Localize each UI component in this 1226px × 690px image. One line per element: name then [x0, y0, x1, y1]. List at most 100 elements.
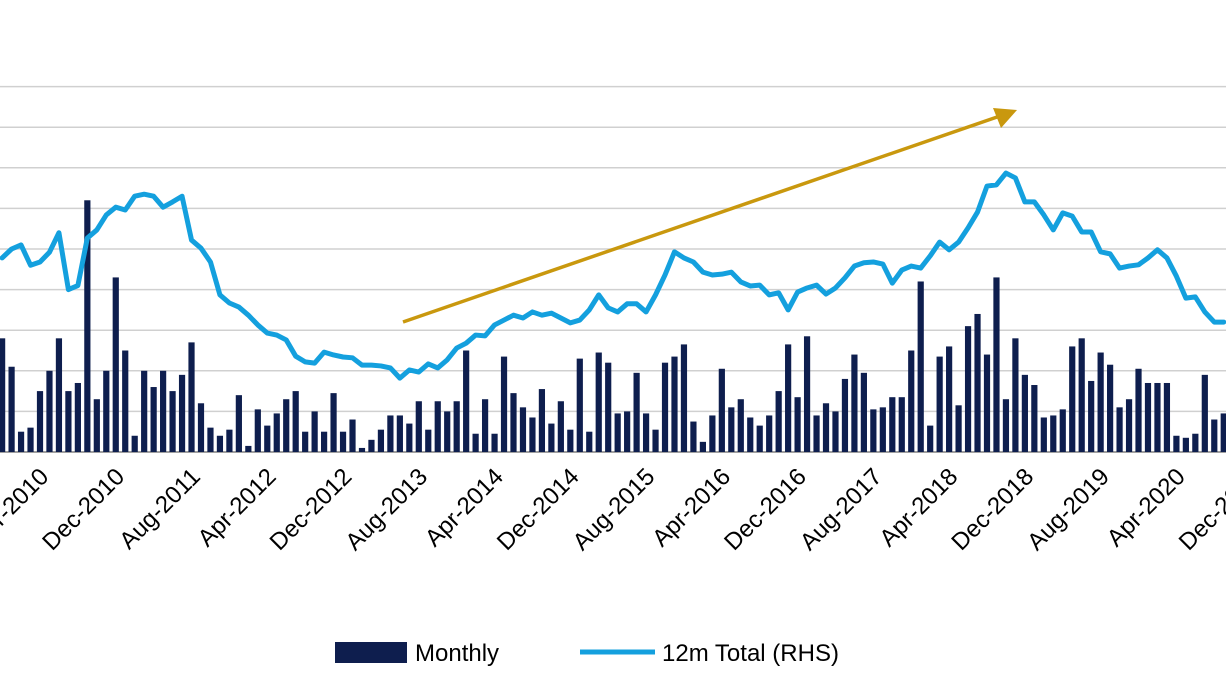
- bar: [302, 431, 309, 452]
- x-tick-label: Aug-2013: [340, 463, 433, 556]
- x-tick-label: Dec-2016: [719, 463, 812, 556]
- bar: [283, 399, 290, 452]
- bar: [917, 281, 924, 452]
- bar: [851, 354, 858, 452]
- bar: [160, 370, 167, 452]
- bar: [538, 389, 546, 452]
- bar: [993, 277, 1000, 452]
- bar: [17, 431, 25, 452]
- bar: [576, 358, 583, 452]
- bar: [1163, 382, 1171, 452]
- bar: [955, 405, 962, 452]
- bar: [122, 350, 129, 452]
- bar: [273, 413, 280, 452]
- bar: [1116, 407, 1123, 452]
- bar: [472, 433, 479, 452]
- bar: [946, 346, 953, 452]
- bar: [8, 366, 15, 452]
- bar: [879, 407, 886, 452]
- bar: [614, 413, 621, 452]
- bar: [491, 433, 498, 452]
- bar: [141, 370, 148, 452]
- bar: [500, 356, 508, 452]
- x-tick-label: Dec-2012: [265, 463, 358, 556]
- bar: [207, 427, 214, 452]
- bar: [1031, 385, 1038, 452]
- x-tick-label: Dec-2010: [37, 463, 130, 556]
- line-layer: [0, 170, 1226, 381]
- bar: [557, 401, 564, 452]
- bar: [1173, 435, 1180, 452]
- bar: [1201, 374, 1208, 452]
- bar: [661, 362, 669, 452]
- bar: [1021, 374, 1028, 452]
- legend: Monthly 12m Total (RHS): [335, 640, 839, 667]
- bar: [453, 401, 460, 452]
- bar: [1144, 382, 1152, 452]
- bar: [841, 378, 849, 452]
- bar: [1135, 368, 1142, 452]
- bar: [974, 313, 981, 452]
- bar-layer: [0, 200, 1226, 452]
- arrow-shaft: [402, 114, 1001, 324]
- bar: [131, 435, 138, 452]
- bar: [889, 397, 896, 452]
- bar: [55, 338, 63, 452]
- bar: [358, 447, 366, 452]
- bar: [908, 350, 915, 452]
- bar: [898, 397, 905, 452]
- bar: [510, 393, 517, 452]
- bar: [235, 395, 242, 452]
- bar: [936, 356, 943, 452]
- bar: [1182, 437, 1189, 452]
- bar: [349, 419, 356, 452]
- bar: [1059, 409, 1066, 452]
- bar: [671, 356, 678, 452]
- bar: [84, 200, 91, 452]
- bar: [93, 399, 100, 452]
- bar: [785, 344, 792, 452]
- bar: [813, 415, 820, 452]
- bar: [463, 350, 470, 452]
- legend-swatch: [335, 642, 407, 663]
- bar: [444, 411, 451, 452]
- bar: [699, 441, 706, 452]
- bar: [481, 399, 489, 452]
- bar: [766, 415, 773, 452]
- x-tick-label: Aug-2011: [114, 463, 205, 554]
- bar: [0, 338, 6, 452]
- bar: [860, 372, 867, 452]
- bar: [624, 411, 631, 452]
- x-tick-label: Aug-2019: [1022, 463, 1115, 556]
- bar: [690, 421, 697, 452]
- bar: [595, 352, 602, 452]
- bar: [964, 326, 972, 452]
- bar: [406, 423, 413, 452]
- x-tick-label: Aug-2017: [795, 463, 888, 556]
- bar: [150, 387, 157, 452]
- bar: [425, 429, 432, 452]
- legend-label: Monthly: [415, 640, 499, 667]
- bar: [169, 391, 176, 452]
- legend-label: 12m Total (RHS): [662, 640, 839, 667]
- bar: [605, 362, 612, 452]
- bar: [188, 342, 195, 452]
- bar: [680, 344, 688, 452]
- bar: [216, 435, 224, 452]
- bar: [983, 354, 991, 452]
- bar: [1192, 433, 1199, 452]
- bar: [226, 429, 233, 452]
- bar: [1050, 415, 1057, 452]
- bar: [567, 429, 574, 452]
- bar: [586, 431, 593, 452]
- bar: [264, 425, 271, 452]
- bar: [548, 423, 555, 452]
- bar: [803, 336, 811, 452]
- bar: [737, 399, 744, 452]
- bar: [387, 415, 394, 452]
- bar: [339, 431, 347, 452]
- bar: [292, 391, 299, 452]
- bar: [718, 368, 725, 452]
- bar: [728, 407, 735, 452]
